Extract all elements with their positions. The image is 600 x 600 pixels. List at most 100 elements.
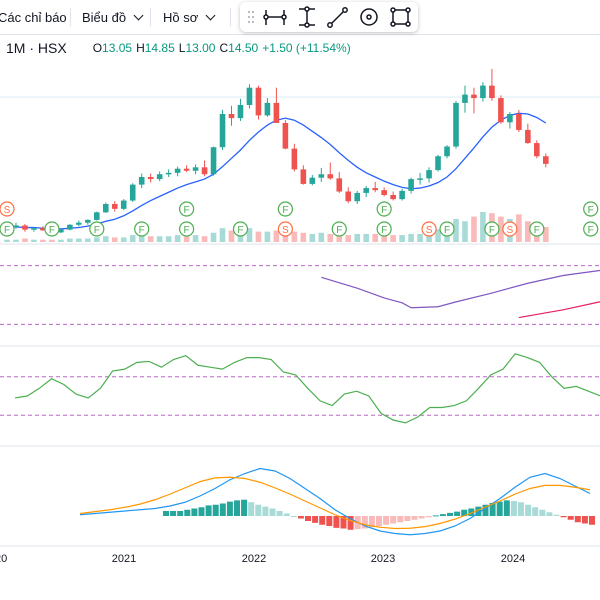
macd-histogram-bar [418,516,425,519]
volume-bar [372,233,378,242]
candle-body [408,179,414,191]
rsi-line [14,353,600,424]
candle-body [156,174,163,180]
macd-histogram-bar [581,516,588,524]
macd-histogram-bar [539,509,546,516]
volume-bar [318,232,325,242]
event-marker-glyph: F [237,225,243,236]
event-marker-glyph: F [489,225,495,236]
candle-body [76,222,82,225]
macd-histogram-bar [368,516,375,528]
indicators-button[interactable]: Các chỉ báo [0,0,67,34]
candle-body [273,102,280,123]
toolbar-divider [150,8,151,26]
macd-histogram-bar [567,516,574,520]
candle-body [462,94,468,103]
trend-line-icon[interactable] [327,7,348,28]
stochastic-pane [0,265,600,325]
change-value: +1.50 (+11.54%) [262,41,351,55]
macd-histogram-bar [297,516,304,519]
drag-handle-icon[interactable] [247,10,255,24]
macd-histogram-bar [290,516,297,517]
macd-histogram-bar [347,516,354,530]
macd-histogram-bar [532,507,539,516]
macd-histogram-bar [234,500,240,516]
macd-histogram-bar [461,509,468,516]
candle-body [327,174,334,179]
volume-bar [219,228,226,242]
macd-histogram-bar [503,500,510,516]
vertical-line-icon[interactable] [299,6,315,28]
macd-histogram-bar [482,504,489,516]
event-marker [529,221,545,237]
candle-body [489,85,495,99]
event-marker-glyph: S [426,225,433,236]
volume-bar [201,236,208,242]
horizontal-ray-icon[interactable] [263,10,287,25]
macd-histogram-bar [518,502,524,516]
macd-histogram-bar [333,516,340,528]
event-marker [277,221,293,237]
high-label: H [136,41,145,55]
candle-body [480,85,486,99]
event-marker-glyph: F [282,205,288,216]
volume-bar [327,233,334,242]
volume-bar [94,237,100,242]
volume-bar [183,236,190,242]
indicators-label: Các chỉ báo [0,9,67,25]
event-marker [583,221,599,237]
candle-body [31,228,37,230]
time-axis-label: 2020 [0,553,7,565]
symbol-label[interactable]: 1M · HSX [6,40,67,56]
candle-body [435,156,441,171]
candle-body [102,204,109,213]
volume-bar [354,233,361,242]
volume-bar [417,233,423,242]
event-marker [583,201,599,217]
chart-type-button[interactable]: Biểu đồ [82,0,144,34]
macd-histogram-bar [191,508,198,516]
volume-bar [300,232,307,242]
macd-histogram-bar [269,508,276,516]
macd-histogram-bar [184,509,191,516]
candle-body [471,94,477,99]
volume-bar [111,237,118,242]
volume-bar [264,231,271,242]
volume-bar [156,236,163,242]
event-marker [134,221,150,237]
macd-histogram-bar [177,511,184,516]
volume-bar [31,239,37,242]
candle-body [85,219,91,223]
macd-histogram-bar [312,516,319,523]
candle-body [192,167,199,171]
candle-body [381,190,387,195]
event-marker-glyph: S [282,225,289,236]
volume-bar [309,233,316,242]
volume-bar [381,235,387,242]
profile-button[interactable]: Hồ sơ [163,0,216,34]
candle-body [210,147,217,175]
macd-line [79,467,591,536]
volume-bar [120,237,127,242]
candle-body [22,225,28,230]
macd-histogram-bar [376,516,382,526]
rectangle-icon[interactable] [390,7,411,27]
event-marker-glyph: F [139,225,145,236]
volume-bar [291,231,298,242]
candle-body [399,190,405,200]
event-marker-glyph: F [49,225,55,236]
macd-histogram-bar [411,516,418,520]
volume-bar [273,230,280,242]
event-marker [331,221,347,237]
volume-bar [336,232,343,242]
circle-icon[interactable] [360,8,378,26]
macd-histogram-bar [553,514,560,516]
toolbar-divider [70,8,71,26]
volume-bar [363,233,369,242]
macd-histogram-bar [340,516,347,529]
macd-histogram-bar [283,513,290,516]
toolbar-divider [230,8,231,26]
candle-body [219,114,226,148]
candle-body [390,195,396,200]
